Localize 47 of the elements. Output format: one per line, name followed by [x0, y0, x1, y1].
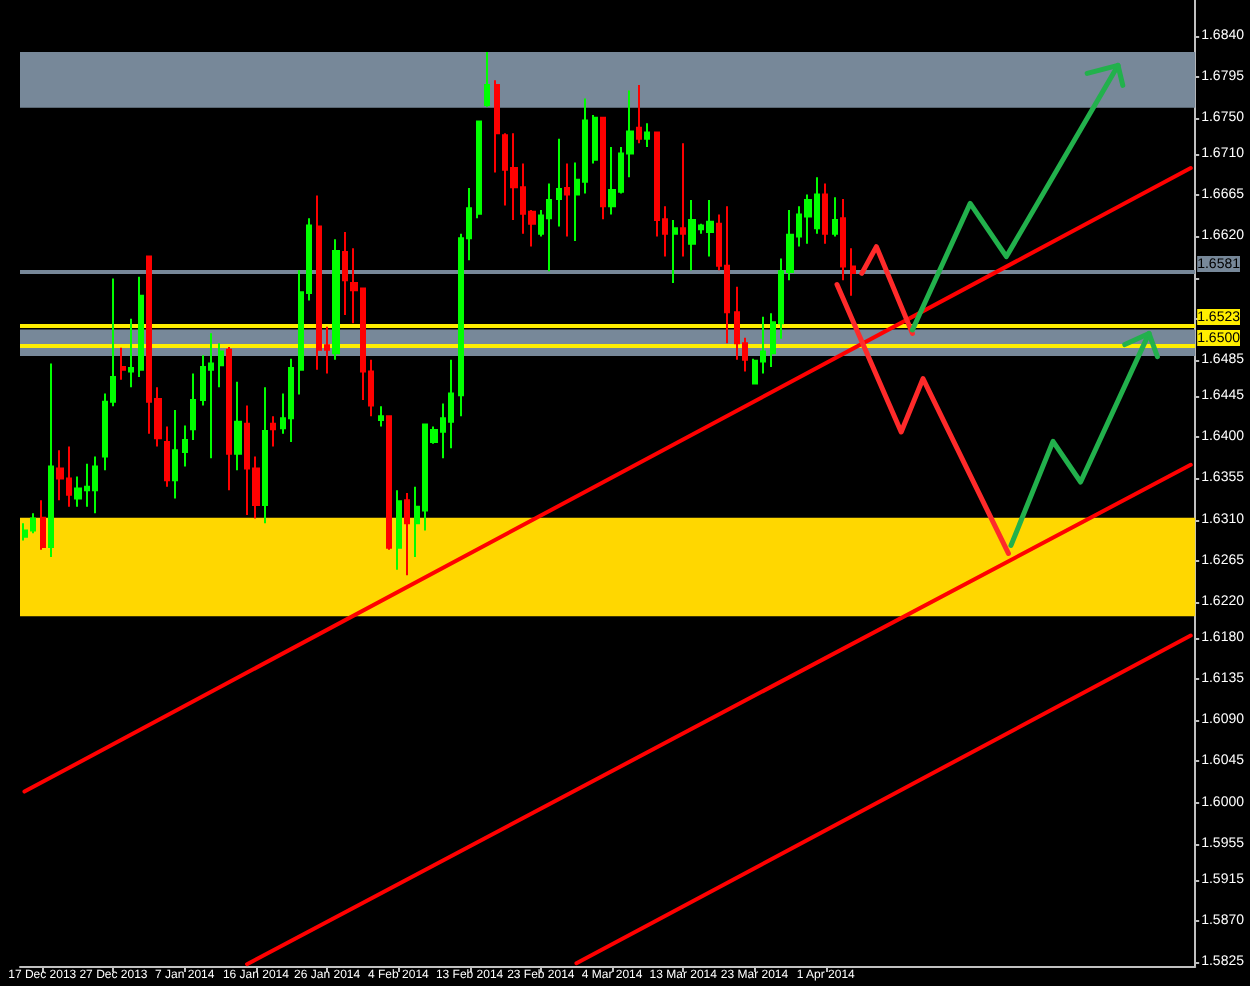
candlestick — [564, 162, 570, 238]
candlestick — [680, 142, 686, 258]
candlestick — [288, 357, 294, 443]
candlestick — [840, 198, 846, 282]
candlestick — [332, 238, 340, 361]
candlestick — [672, 219, 678, 285]
candlestick — [138, 275, 144, 379]
candlestick — [378, 405, 384, 428]
candlestick — [30, 512, 36, 535]
candlestick — [850, 247, 856, 297]
candlestick — [270, 415, 276, 448]
candlestick — [92, 455, 98, 515]
candlestick — [56, 449, 64, 502]
candlestick — [832, 196, 838, 238]
candlestick — [48, 362, 54, 558]
candlestick — [120, 346, 126, 381]
candlestick — [546, 182, 552, 273]
candlestick — [262, 386, 268, 525]
candlestick — [234, 380, 242, 472]
candlestick — [396, 489, 402, 571]
candlestick — [484, 51, 490, 108]
candlestick — [476, 119, 482, 220]
candlestick — [608, 146, 616, 216]
candlestick — [404, 492, 410, 577]
candlestick — [386, 415, 392, 551]
candlestick — [724, 205, 730, 345]
candlestick — [316, 194, 322, 371]
candlestick — [172, 408, 178, 500]
candlestick — [688, 198, 696, 272]
candlestick — [208, 332, 214, 460]
candlestick — [644, 122, 650, 148]
candlestick — [822, 182, 828, 245]
candlestick — [40, 499, 46, 551]
candlestick — [600, 115, 606, 221]
candlestick — [164, 425, 170, 488]
candlestick — [556, 137, 562, 228]
candlestick — [226, 345, 232, 492]
candlestick — [128, 317, 134, 389]
candlestick — [342, 230, 348, 316]
candlestick — [494, 79, 500, 174]
candlestick — [190, 372, 196, 442]
candlestick — [448, 358, 454, 450]
candlestick — [592, 114, 598, 165]
candlestick — [182, 424, 188, 468]
candlestick — [706, 198, 714, 258]
candlestick — [218, 342, 224, 389]
candlestick — [636, 83, 642, 145]
